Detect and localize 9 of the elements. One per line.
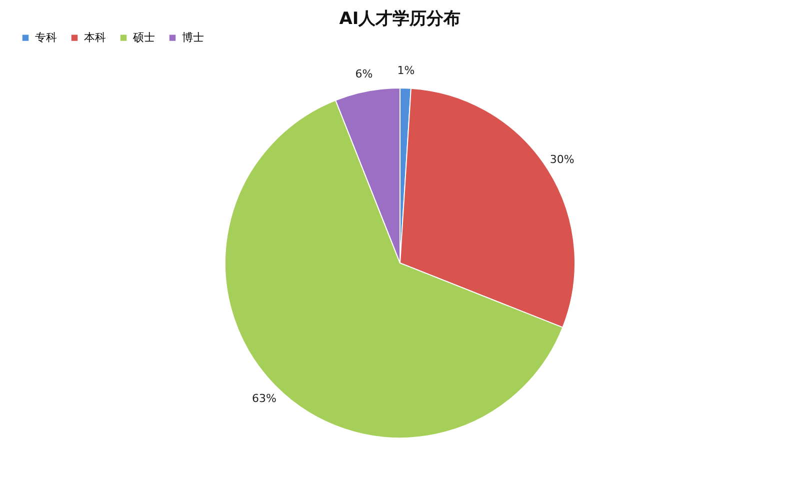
data-label: 30% xyxy=(550,153,574,166)
legend-label: 博士 xyxy=(182,30,204,44)
chart-title: AI人才学历分布 xyxy=(339,9,461,29)
legend-label: 硕士 xyxy=(132,30,155,44)
legend-label: 专科 xyxy=(35,30,57,44)
data-label: 6% xyxy=(355,67,373,80)
legend-label: 本科 xyxy=(84,30,106,44)
data-label: 63% xyxy=(252,392,276,405)
data-label: 1% xyxy=(397,64,415,78)
